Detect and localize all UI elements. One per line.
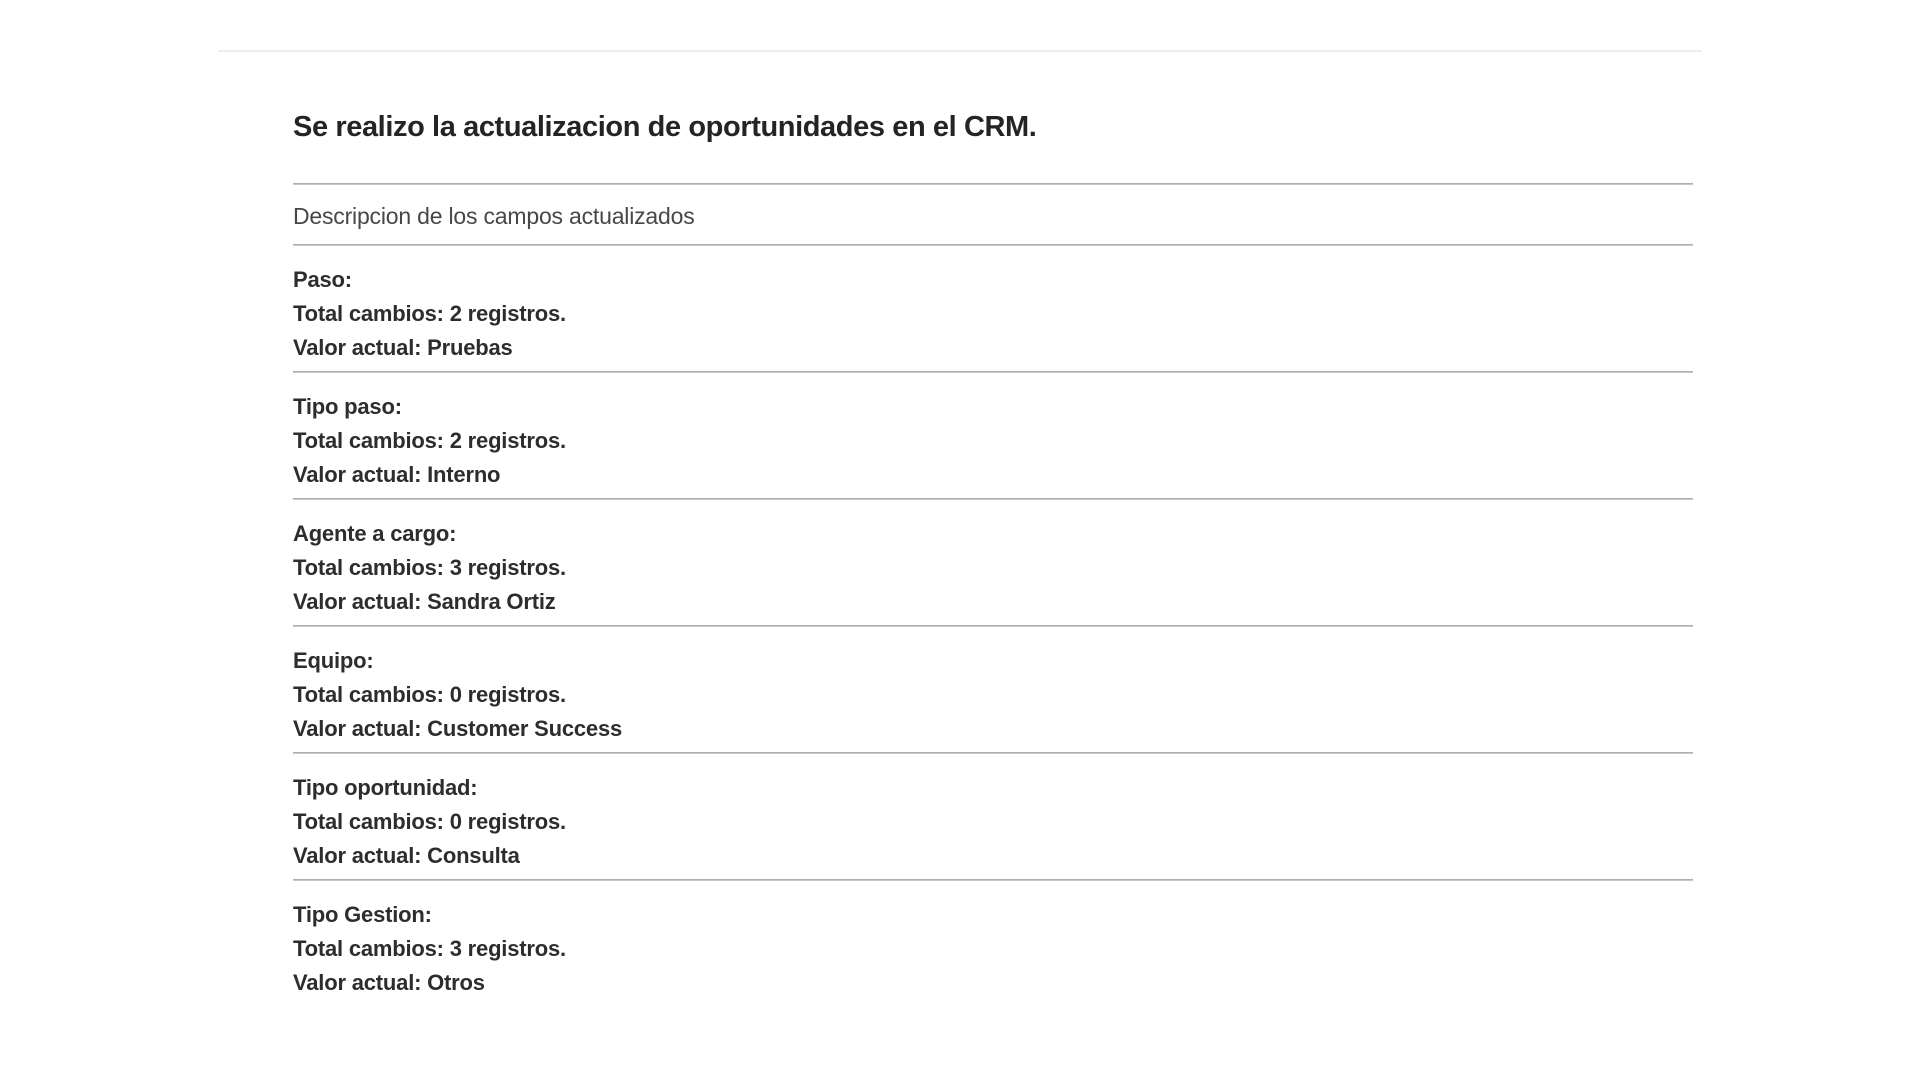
field-current-value: Valor actual: Pruebas xyxy=(293,335,513,360)
divider xyxy=(293,752,1693,754)
field-current-value: Valor actual: Consulta xyxy=(293,843,520,868)
field-section-tipo-oportunidad: Tipo oportunidad: Total cambios: 0 regis… xyxy=(293,754,1693,879)
field-section-paso: Paso: Total cambios: 2 registros. Valor … xyxy=(293,246,1693,371)
divider xyxy=(293,371,1693,373)
section-header: Descripcion de los campos actualizados xyxy=(293,203,695,229)
field-name: Tipo oportunidad: xyxy=(293,775,478,800)
field-section-tipo-paso: Tipo paso: Total cambios: 2 registros. V… xyxy=(293,373,1693,498)
divider xyxy=(293,498,1693,500)
page-title: Se realizo la actualizacion de oportunid… xyxy=(293,111,1037,143)
divider xyxy=(293,879,1693,881)
field-total-changes: Total cambios: 2 registros. xyxy=(293,301,566,326)
divider xyxy=(293,183,1693,185)
field-total-changes: Total cambios: 3 registros. xyxy=(293,555,566,580)
field-total-changes: Total cambios: 3 registros. xyxy=(293,936,566,961)
email-body: Se realizo la actualizacion de oportunid… xyxy=(293,0,1693,1006)
field-current-value: Valor actual: Sandra Ortiz xyxy=(293,589,556,614)
field-name: Agente a cargo: xyxy=(293,521,457,546)
field-name: Equipo: xyxy=(293,648,374,673)
field-total-changes: Total cambios: 2 registros. xyxy=(293,428,566,453)
field-name: Tipo Gestion: xyxy=(293,902,432,927)
field-name: Tipo paso: xyxy=(293,394,402,419)
field-current-value: Valor actual: Otros xyxy=(293,970,485,995)
field-total-changes: Total cambios: 0 registros. xyxy=(293,809,566,834)
field-section-tipo-gestion: Tipo Gestion: Total cambios: 3 registros… xyxy=(293,881,1693,1006)
divider xyxy=(293,244,1693,246)
field-name: Paso: xyxy=(293,267,352,292)
field-section-equipo: Equipo: Total cambios: 0 registros. Valo… xyxy=(293,627,1693,752)
divider xyxy=(293,625,1693,627)
field-total-changes: Total cambios: 0 registros. xyxy=(293,682,566,707)
field-current-value: Valor actual: Interno xyxy=(293,462,501,487)
field-section-agente-a-cargo: Agente a cargo: Total cambios: 3 registr… xyxy=(293,500,1693,625)
field-current-value: Valor actual: Customer Success xyxy=(293,716,623,741)
content-top-divider xyxy=(218,50,1702,52)
